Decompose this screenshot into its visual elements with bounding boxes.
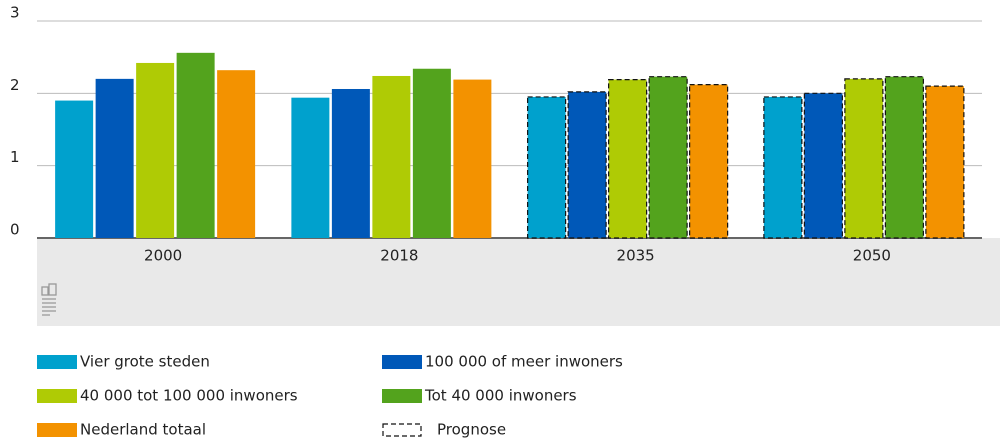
- bar: [884, 76, 924, 239]
- bar: [527, 96, 567, 239]
- x-tick-label: 2050: [853, 247, 891, 265]
- bar: [844, 78, 884, 239]
- bar: [95, 78, 134, 238]
- x-tick-label: 2018: [380, 247, 418, 265]
- legend-swatch: [37, 355, 77, 369]
- bar: [763, 96, 803, 239]
- legend-swatch: [382, 423, 422, 437]
- bar: [372, 75, 411, 239]
- legend-swatch: [37, 389, 77, 403]
- bar: [217, 70, 256, 238]
- x-tick-label: 2000: [144, 247, 182, 265]
- bar: [567, 91, 607, 239]
- legend-label: Prognose: [437, 421, 506, 439]
- legend-label: Tot 40 000 inwoners: [424, 387, 577, 405]
- legend-swatch: [382, 355, 422, 369]
- bar: [331, 88, 370, 238]
- legend-swatch: [382, 389, 422, 403]
- bar: [689, 84, 729, 239]
- legend-label: 40 000 tot 100 000 inwoners: [80, 387, 298, 405]
- legend-swatch: [37, 423, 77, 437]
- bar: [291, 97, 330, 238]
- bar: [648, 76, 688, 239]
- legend-label: 100 000 of meer inwoners: [425, 353, 623, 371]
- bar: [453, 79, 492, 238]
- y-tick-label: 2: [10, 76, 20, 94]
- x-tick-label: 2035: [617, 247, 655, 265]
- bar: [925, 85, 965, 239]
- bar: [55, 100, 94, 238]
- legend-label: Vier grote steden: [80, 353, 210, 371]
- y-tick-label: 1: [10, 148, 20, 166]
- bar: [608, 78, 648, 239]
- bar: [803, 92, 843, 239]
- y-tick-label: 3: [10, 4, 20, 22]
- bar: [136, 62, 175, 238]
- legend-label: Nederland totaal: [80, 421, 206, 439]
- bar: [176, 52, 215, 239]
- logo: [41, 283, 57, 316]
- axis-band: [37, 238, 1000, 326]
- y-tick-label: 0: [10, 221, 20, 239]
- bar: [412, 68, 451, 239]
